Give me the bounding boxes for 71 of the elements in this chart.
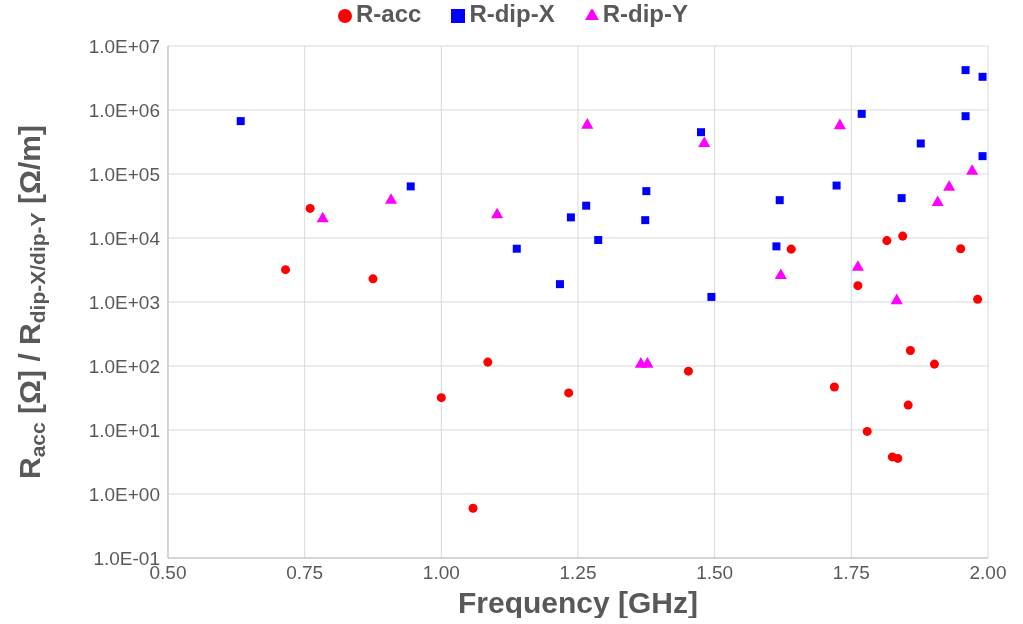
point [384,193,398,204]
point [698,136,711,147]
legend-label: R-acc [356,0,422,27]
point [832,181,841,190]
y-tick-label: 1.0E+00 [88,483,160,505]
point [368,274,378,284]
point [956,244,966,254]
point [683,366,693,376]
point [943,180,956,191]
point [893,453,903,463]
point [853,281,863,291]
point [594,236,603,245]
point [931,195,944,206]
y-tick-label: 1.0E+06 [88,99,160,121]
x-tick-label: 0.75 [286,562,324,584]
y-tick-label: 1.0E+03 [88,291,160,313]
point [862,426,872,436]
x-tick-label: 1.25 [559,562,597,584]
point [903,400,913,410]
point [929,359,939,369]
point [316,211,329,223]
point [833,118,846,130]
point [961,112,970,121]
point [857,109,866,118]
point [775,196,784,205]
point [281,265,291,275]
point [966,164,979,175]
point [555,280,564,289]
point [436,393,446,403]
point [890,293,903,305]
x-tick-label: 1.00 [422,562,460,584]
x-tick-label: 2.00 [969,562,1007,584]
point [772,242,781,251]
point [236,117,245,126]
point [978,152,987,161]
point [483,357,493,367]
point [973,294,983,304]
point [897,194,906,203]
x-tick-label: 1.75 [832,562,870,584]
point [786,244,796,254]
x-tick-label: 1.50 [696,562,734,584]
legend-label: R-dip-X [469,0,555,27]
y-tick-label: 1.0E+02 [88,355,160,377]
point [707,292,716,301]
point [305,203,315,213]
y-tick-label: 1.0E+04 [88,227,161,249]
point [916,139,925,148]
point [697,128,705,137]
point [468,503,478,513]
point [512,244,521,253]
point [406,182,415,191]
legend-label: R-dip-Y [602,0,688,27]
point [829,382,839,392]
point [774,268,787,279]
y-tick-label: 1.0E+05 [88,163,160,185]
point [566,213,575,222]
point [978,72,987,81]
point [491,207,504,219]
point [564,388,574,398]
point [851,260,864,271]
point [961,66,970,75]
point [641,216,650,225]
point [582,201,591,210]
point [898,231,908,241]
point [641,357,654,368]
point [581,118,594,129]
y-tick-label: 1.0E+01 [88,419,160,441]
point [905,345,915,355]
point [882,236,892,246]
y-tick-label: 1.0E+07 [88,35,160,57]
point [642,187,651,196]
